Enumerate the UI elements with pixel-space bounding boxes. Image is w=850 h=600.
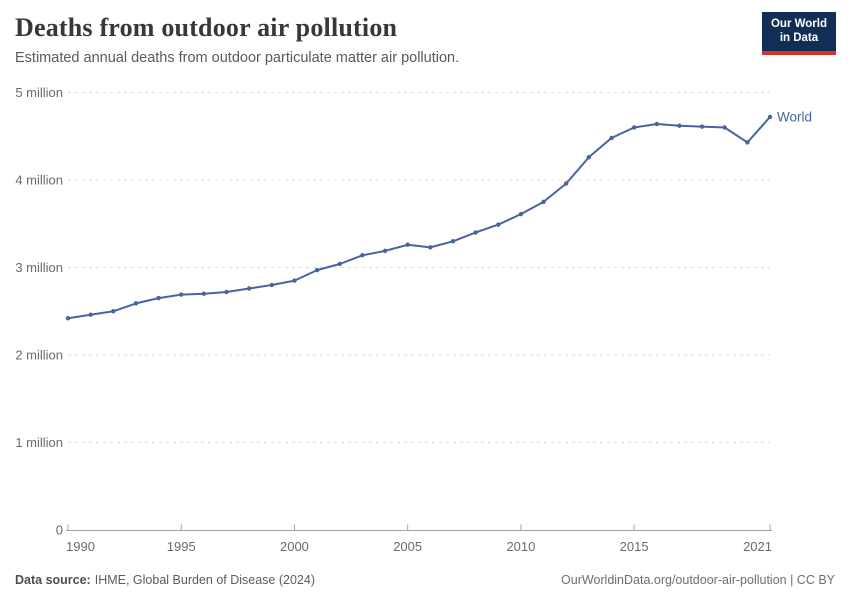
data-point[interactable] [677, 123, 682, 128]
data-point[interactable] [654, 121, 659, 127]
series-label-world[interactable]: World [777, 110, 812, 125]
data-point[interactable] [405, 242, 410, 247]
line-chart: 0 1 million 2 million 3 million 4 million 5 m… [15, 85, 812, 554]
credit-link[interactable]: OurWorldinData.org/outdoor-air-pollution… [561, 573, 835, 587]
data-point[interactable] [473, 230, 478, 235]
data-point[interactable] [586, 155, 592, 160]
data-point[interactable] [65, 316, 71, 321]
data-point[interactable] [246, 286, 252, 291]
chart-footer: Data source: IHME, Global Burden of Disea… [15, 573, 835, 587]
data-source-label: Data source: [15, 573, 91, 587]
world-series-line[interactable] [67, 116, 771, 320]
data-point[interactable] [314, 267, 320, 273]
x-axis-tick-label: 2000 [280, 539, 309, 554]
data-point[interactable] [767, 114, 773, 120]
data-point[interactable] [224, 289, 229, 295]
data-point[interactable] [699, 124, 705, 129]
owid-logo[interactable]: Our World in Data [761, 12, 836, 55]
data-point[interactable] [337, 261, 342, 267]
data-point[interactable] [382, 248, 388, 254]
data-point[interactable] [133, 301, 139, 306]
data-point[interactable] [179, 292, 184, 297]
x-axis-tick-label: 1990 [66, 539, 95, 554]
x-axis-tick-label: 1995 [167, 539, 196, 554]
y-axis-tick-label: 4 million [15, 173, 63, 188]
logo-line1: Our World [770, 18, 827, 30]
y-axis-tick-label: 2 million [15, 348, 63, 363]
page-title: Deaths from outdoor air pollution [15, 13, 398, 42]
y-axis-tick-label: 3 million [15, 260, 63, 275]
data-point[interactable] [631, 125, 637, 130]
data-point[interactable] [360, 253, 365, 258]
y-axis-tick-label: 0 [56, 523, 63, 538]
data-point[interactable] [563, 181, 569, 186]
y-axis-tick-label: 5 million [15, 85, 63, 100]
y-axis-tick-label: 1 million [15, 435, 63, 450]
data-point[interactable] [428, 245, 433, 250]
data-point[interactable] [292, 278, 297, 283]
data-point[interactable] [201, 291, 207, 296]
x-axis-tick-label: 2015 [620, 539, 649, 554]
x-axis-tick-label: 2010 [506, 539, 535, 554]
data-source: Data source: IHME, Global Burden of Disea… [15, 573, 315, 587]
data-point[interactable] [111, 309, 116, 314]
data-point[interactable] [541, 199, 546, 205]
data-point[interactable] [156, 295, 161, 301]
data-source-value: IHME, Global Burden of Disease (2024) [94, 573, 315, 587]
data-point[interactable] [88, 312, 93, 317]
chart-subtitle: Estimated annual deaths from outdoor par… [15, 50, 460, 66]
logo-line2: in Data [779, 32, 819, 45]
data-point[interactable] [609, 135, 614, 141]
data-point[interactable] [450, 239, 456, 244]
data-point[interactable] [269, 282, 275, 288]
x-axis-tick-label: 2021 [743, 539, 772, 554]
x-axis-tick-label: 2005 [393, 539, 422, 554]
data-point[interactable] [518, 211, 524, 217]
data-point[interactable] [745, 140, 750, 145]
data-point[interactable] [722, 125, 727, 130]
data-point[interactable] [496, 222, 501, 227]
